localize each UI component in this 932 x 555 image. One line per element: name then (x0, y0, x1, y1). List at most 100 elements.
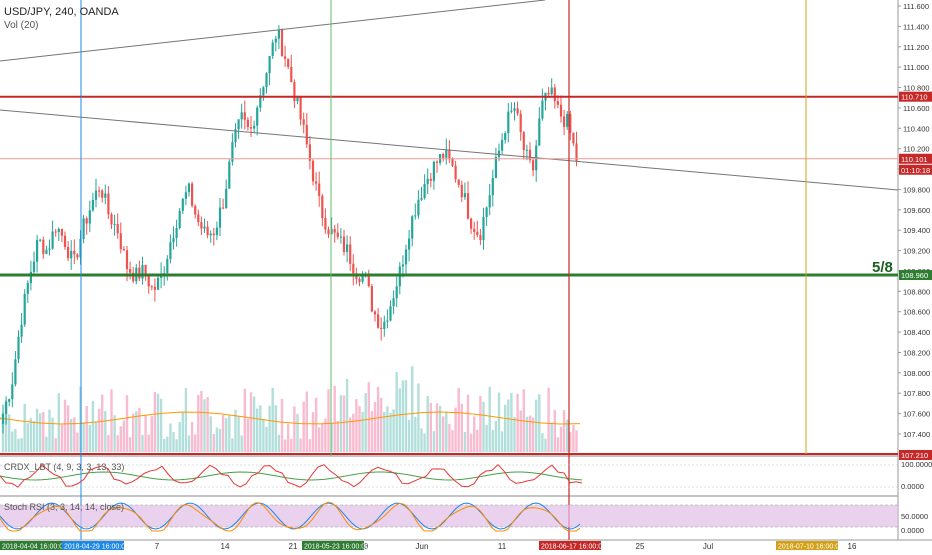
candle-body (451, 158, 454, 166)
candle-body (256, 107, 259, 126)
candle-body (460, 184, 463, 198)
candle-body (485, 207, 488, 218)
candle-body (57, 228, 60, 233)
price-tick-label: 110.200 (903, 145, 930, 154)
candle-body (367, 273, 370, 287)
time-tick-label: 7 (155, 542, 160, 550)
candle-body (20, 324, 23, 337)
candle-body (88, 210, 91, 224)
candle-body (299, 97, 302, 120)
volume-bar (128, 437, 132, 452)
volume-bar (528, 415, 532, 452)
price-tick-label: 110.400 (903, 124, 930, 133)
volume-bar (305, 391, 308, 452)
candle-body (156, 277, 160, 290)
volume-bar (491, 429, 494, 452)
volume-bar (330, 422, 333, 452)
volume-bar (451, 430, 454, 452)
price-tick-label: 107.400 (903, 430, 930, 439)
candle-body (395, 286, 398, 299)
price-tick-label: 111.400 (903, 22, 929, 31)
candle-body (153, 286, 156, 290)
candle-body (404, 249, 408, 265)
volume-bar (101, 394, 104, 452)
candle-body (330, 228, 333, 235)
candle-body (119, 233, 122, 250)
volume-bar (460, 403, 463, 452)
volume-bar (296, 413, 299, 452)
volume-bar (293, 406, 296, 452)
fib-label: 5/8 (872, 259, 893, 276)
volume-bar (29, 418, 33, 452)
candle-body (324, 217, 327, 230)
volume-bar (66, 405, 70, 452)
candle-body (262, 87, 265, 96)
candle-body (342, 236, 346, 252)
volume-bar (231, 438, 234, 452)
volume-bar (156, 393, 160, 452)
volume-bar (454, 407, 457, 452)
stoch-axis-label: 50.0000 (901, 512, 928, 521)
volume-bar (550, 422, 553, 452)
candle-body (42, 239, 45, 254)
candle-body (110, 214, 113, 225)
time-tick-label: 14 (221, 542, 230, 550)
candle-body (383, 321, 386, 329)
candle-body (218, 207, 222, 228)
volume-bar (243, 388, 246, 452)
volume-bar (500, 431, 504, 452)
price-tick-label: 109.400 (903, 226, 930, 235)
candle-body (240, 112, 243, 120)
candle-body (550, 87, 553, 95)
time-tick-label: Jun (416, 542, 429, 550)
volume-bar (206, 397, 209, 452)
candle-body (497, 150, 501, 157)
candle-body (358, 278, 361, 282)
volume-bar (76, 432, 79, 452)
candle-body (361, 274, 364, 282)
volume-bar (271, 387, 274, 452)
candle-body (253, 125, 256, 129)
candle-body (476, 231, 479, 236)
volume-bar (234, 409, 237, 452)
volume-bar (48, 409, 51, 452)
price-tick-label: 111.000 (903, 63, 929, 72)
price-badge (899, 270, 932, 281)
volume-bar (324, 418, 327, 452)
cci-axis-label: 100.0000 (901, 460, 932, 469)
candle-body (454, 165, 457, 180)
candle-body (259, 95, 262, 108)
candle-body (187, 183, 191, 193)
volume-bar (547, 387, 550, 452)
volume-bar (70, 418, 73, 452)
candle-body (209, 233, 212, 236)
volume-bar (562, 410, 566, 452)
candle-body (305, 124, 308, 145)
volume-bar (386, 406, 389, 452)
candle-body (553, 87, 556, 102)
volume-bar (181, 412, 184, 452)
candle-body (107, 193, 110, 215)
candle-body (473, 228, 476, 232)
candle-body (417, 199, 420, 216)
volume-bar (442, 416, 445, 452)
candle-body (203, 226, 206, 229)
price-badge-label: 110.710 (901, 93, 928, 102)
volume-bar (513, 416, 516, 452)
candle-body (411, 216, 414, 239)
candle-body (293, 82, 296, 102)
candle-body (466, 193, 470, 219)
candle-body (113, 223, 116, 225)
volume-bar (262, 419, 265, 452)
volume-bar (57, 393, 60, 452)
volume-bar (39, 413, 42, 452)
volume-bar (225, 418, 228, 452)
candle-body (234, 129, 237, 143)
candle-body (98, 190, 101, 192)
volume-bar (116, 435, 119, 452)
volume-bar (485, 424, 488, 452)
candle-body (373, 311, 377, 315)
candle-body (228, 161, 231, 189)
volume-bar (110, 389, 113, 452)
